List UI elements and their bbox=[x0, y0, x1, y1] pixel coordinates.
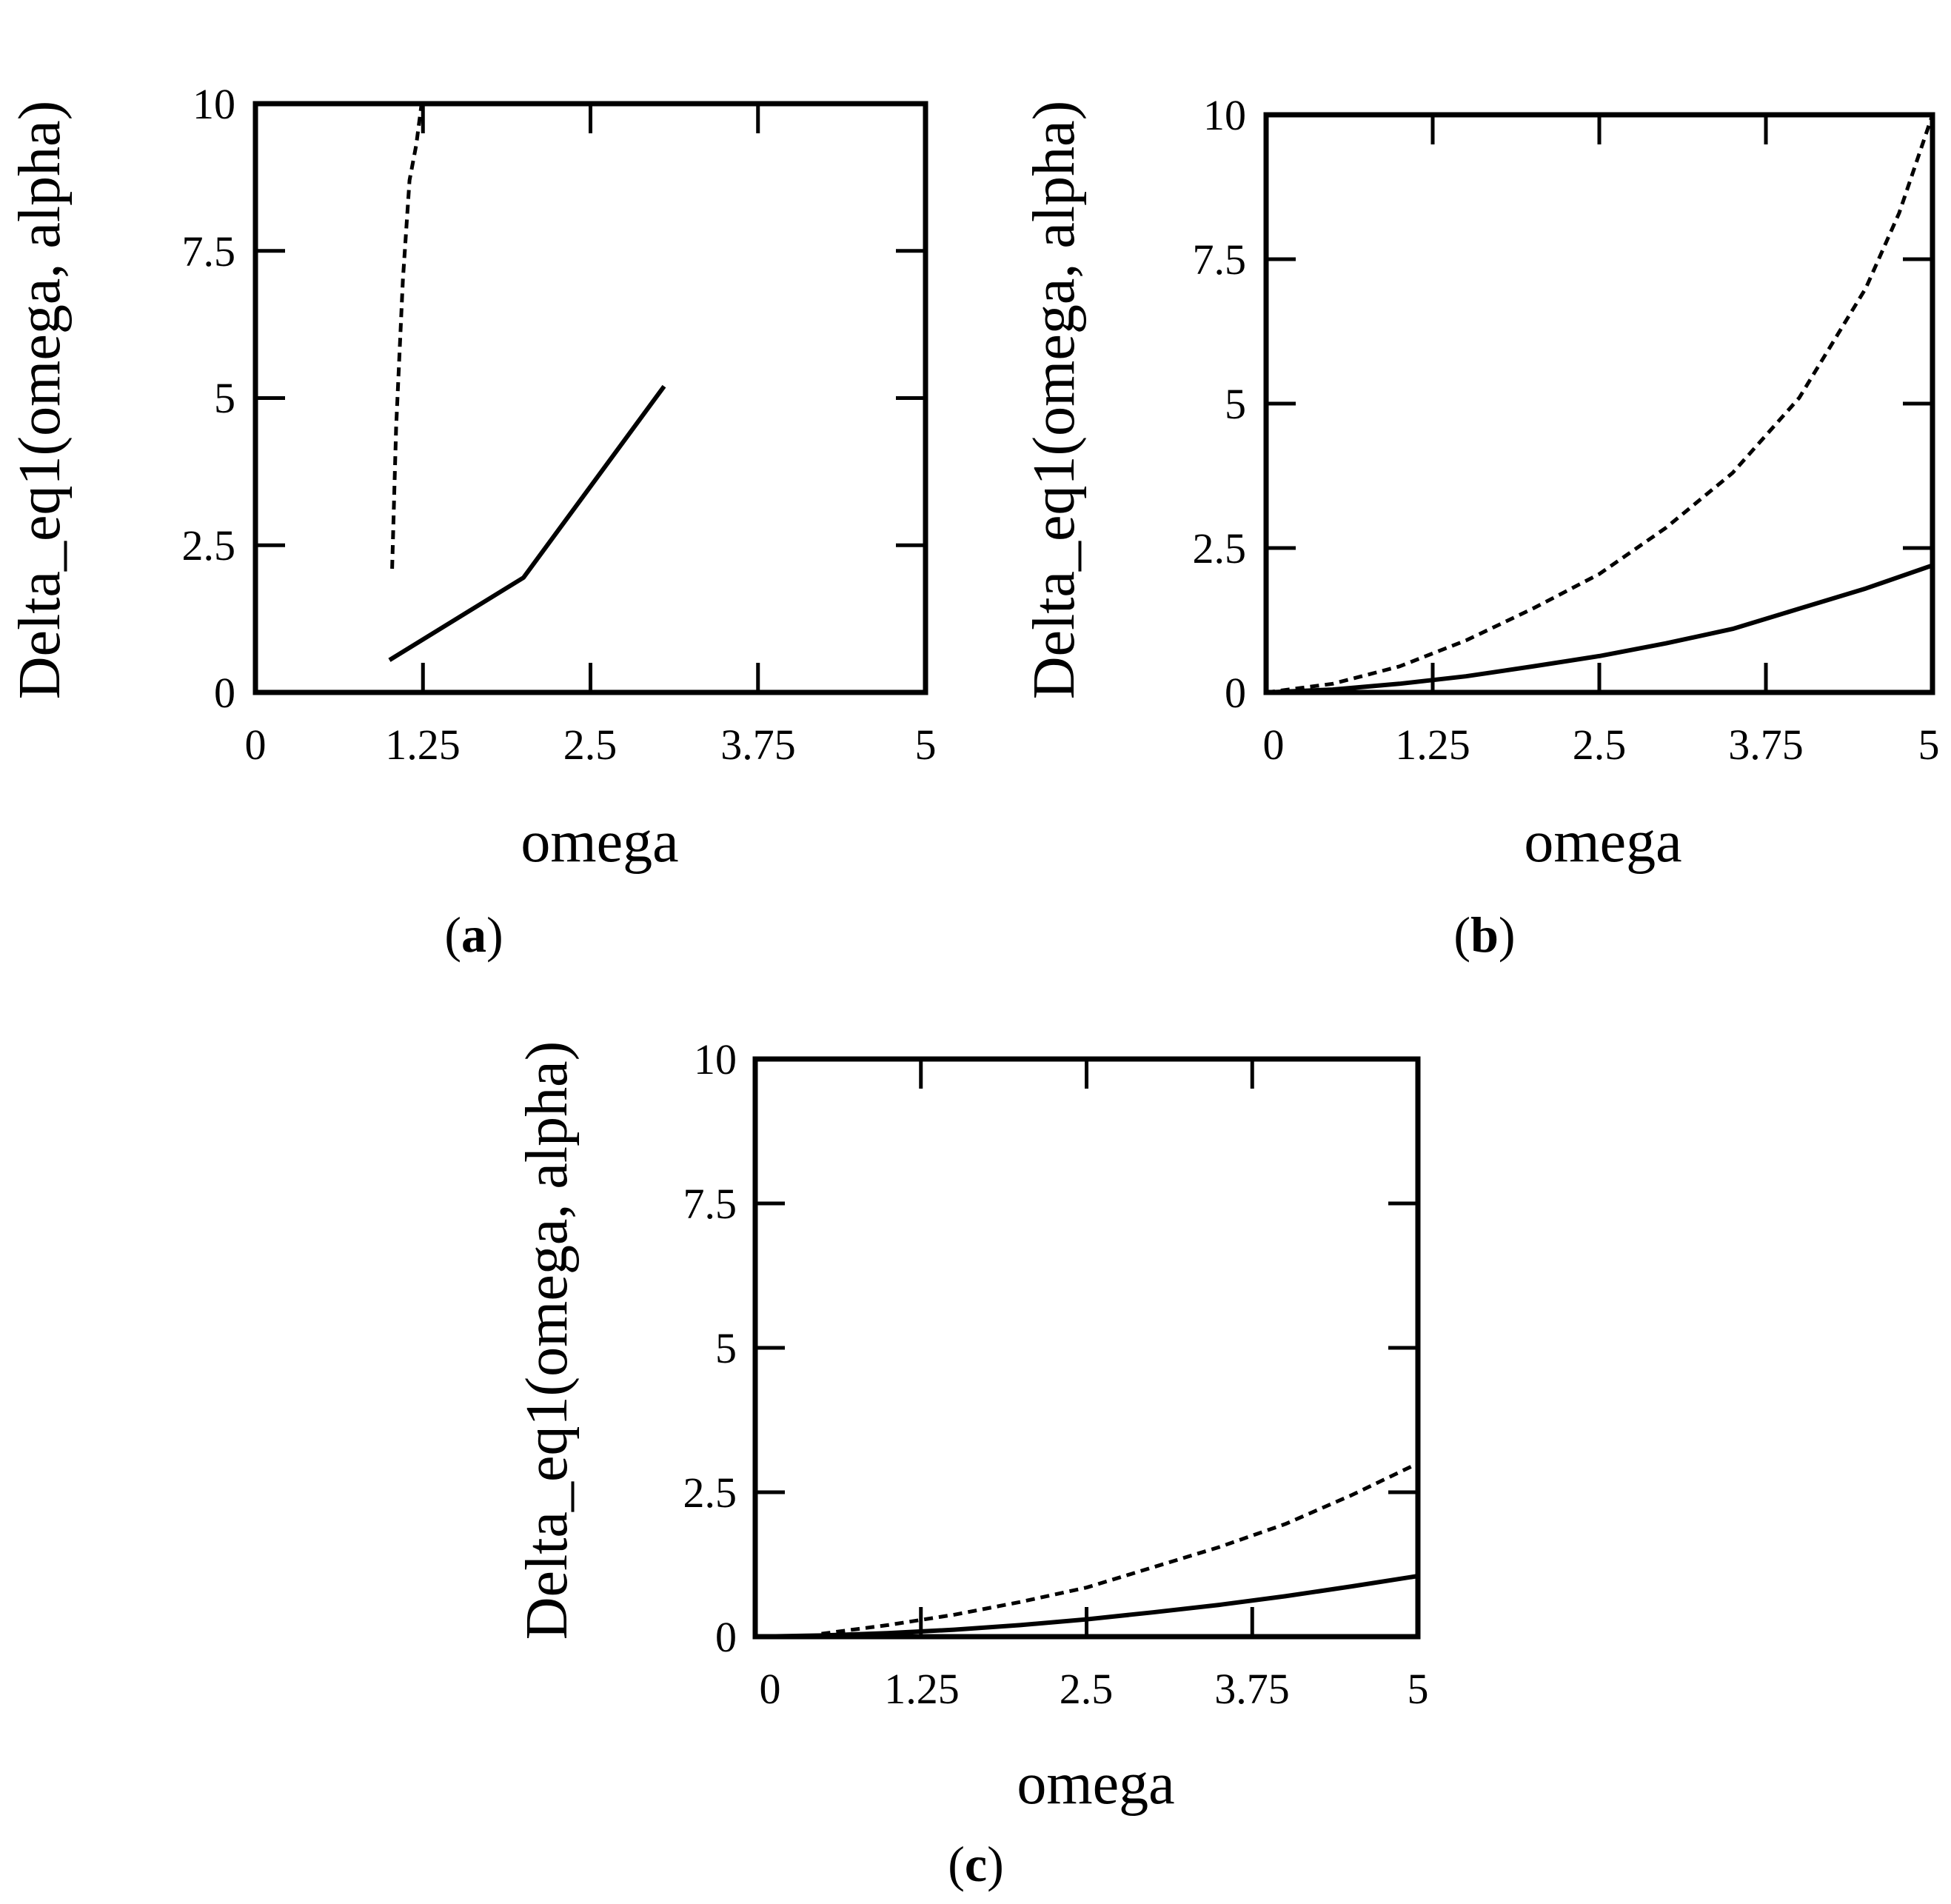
y-tick-label: 5 bbox=[1225, 380, 1246, 428]
series-solid-line bbox=[754, 1574, 1419, 1639]
x-tick-label: 5 bbox=[1408, 1665, 1429, 1713]
series-dashed-line bbox=[1265, 114, 1935, 695]
panel-c-x-axis-title: omega bbox=[1017, 1751, 1174, 1817]
x-tick-label: 5 bbox=[1918, 721, 1940, 769]
x-tick-label: 0 bbox=[1263, 721, 1285, 769]
x-tick-label: 3.75 bbox=[720, 721, 796, 769]
panel-c-ticks bbox=[753, 1057, 1420, 1639]
series-dashed-line bbox=[390, 103, 424, 569]
panel-a-plot-frame bbox=[252, 101, 928, 695]
y-tick-label: 10 bbox=[193, 80, 235, 128]
y-tick-label: 7.5 bbox=[182, 227, 236, 275]
y-tick-label: 5 bbox=[715, 1324, 737, 1372]
y-tick-label: 7.5 bbox=[683, 1180, 737, 1228]
y-tick-label: 10 bbox=[1203, 91, 1246, 139]
y-tick-label: 5 bbox=[214, 374, 235, 422]
panel-b-x-axis-title: omega bbox=[1524, 809, 1681, 875]
y-tick-label: 2.5 bbox=[683, 1469, 737, 1517]
series-solid-line bbox=[388, 384, 666, 662]
x-tick-label: 0 bbox=[245, 721, 267, 769]
panel-c-label-open: ( bbox=[948, 1836, 965, 1892]
x-tick-label: 3.75 bbox=[1728, 721, 1804, 769]
series-dashed-line bbox=[821, 1461, 1419, 1636]
x-tick-label: 0 bbox=[760, 1665, 781, 1713]
panel-b-label-close: ) bbox=[1499, 906, 1516, 963]
panel-b-label-letter: b bbox=[1470, 906, 1499, 963]
panel-b-y-tick-labels: 0 2.5 5 7.5 10 bbox=[1193, 91, 1247, 717]
x-tick-label: 1.25 bbox=[884, 1665, 960, 1713]
panel-c-label: (c) bbox=[948, 1836, 1004, 1892]
x-tick-label: 2.5 bbox=[563, 721, 618, 769]
panel-a-y-tick-labels: 0 2.5 5 7.5 10 bbox=[182, 80, 236, 717]
panel-c: 0 1.25 2.5 3.75 5 0 2.5 5 7.5 10 omega D… bbox=[515, 1035, 1429, 1892]
panel-a-label: (a) bbox=[444, 906, 503, 963]
x-tick-label: 5 bbox=[915, 721, 937, 769]
panel-c-label-letter: c bbox=[965, 1836, 987, 1892]
panel-b-y-axis-title: Delta_eq1(omega, alpha) bbox=[1022, 101, 1087, 700]
panel-a-x-tick-labels: 0 1.25 2.5 3.75 5 bbox=[245, 721, 937, 769]
panel-c-y-tick-labels: 0 2.5 5 7.5 10 bbox=[683, 1035, 737, 1661]
panel-b-plot-frame bbox=[1263, 112, 1935, 695]
panel-a-ticks bbox=[253, 101, 928, 695]
y-tick-label: 0 bbox=[214, 669, 235, 717]
panel-a-label-close: ) bbox=[486, 906, 503, 963]
panel-b-x-tick-labels: 0 1.25 2.5 3.75 5 bbox=[1263, 721, 1940, 769]
panel-b-label-open: ( bbox=[1453, 906, 1470, 963]
panel-c-x-tick-labels: 0 1.25 2.5 3.75 5 bbox=[760, 1665, 1429, 1713]
y-tick-label: 0 bbox=[1225, 669, 1246, 717]
panel-b-ticks bbox=[1264, 113, 1935, 695]
x-tick-label: 1.25 bbox=[385, 721, 461, 769]
panel-c-curves bbox=[754, 1461, 1419, 1639]
y-tick-label: 2.5 bbox=[182, 521, 236, 569]
panel-a-x-axis-title: omega bbox=[521, 809, 678, 875]
series-solid-line bbox=[1265, 563, 1933, 695]
panel-a-curves bbox=[388, 103, 666, 662]
panel-b-label: (b) bbox=[1453, 906, 1515, 963]
y-tick-label: 7.5 bbox=[1193, 236, 1247, 284]
panel-a-label-open: ( bbox=[444, 906, 461, 963]
x-tick-label: 3.75 bbox=[1214, 1665, 1290, 1713]
panel-b-curves bbox=[1265, 114, 1935, 695]
x-tick-label: 1.25 bbox=[1395, 721, 1470, 769]
panel-c-label-close: ) bbox=[987, 1836, 1004, 1892]
panel-a-y-axis-title: Delta_eq1(omega, alpha) bbox=[7, 101, 73, 700]
y-tick-label: 2.5 bbox=[1193, 524, 1247, 572]
y-tick-label: 0 bbox=[715, 1613, 737, 1661]
x-tick-label: 2.5 bbox=[1573, 721, 1627, 769]
panel-b: 0 1.25 2.5 3.75 5 0 2.5 5 7.5 10 omega D… bbox=[1022, 91, 1940, 963]
panel-a: 0 1.25 2.5 3.75 5 0 2.5 5 7.5 10 omega D… bbox=[7, 80, 937, 963]
panel-c-y-axis-title: Delta_eq1(omega, alpha) bbox=[515, 1041, 580, 1640]
panel-c-plot-frame bbox=[752, 1056, 1421, 1640]
y-tick-label: 10 bbox=[694, 1035, 737, 1083]
panel-a-label-letter: a bbox=[461, 906, 486, 963]
x-tick-label: 2.5 bbox=[1060, 1665, 1114, 1713]
